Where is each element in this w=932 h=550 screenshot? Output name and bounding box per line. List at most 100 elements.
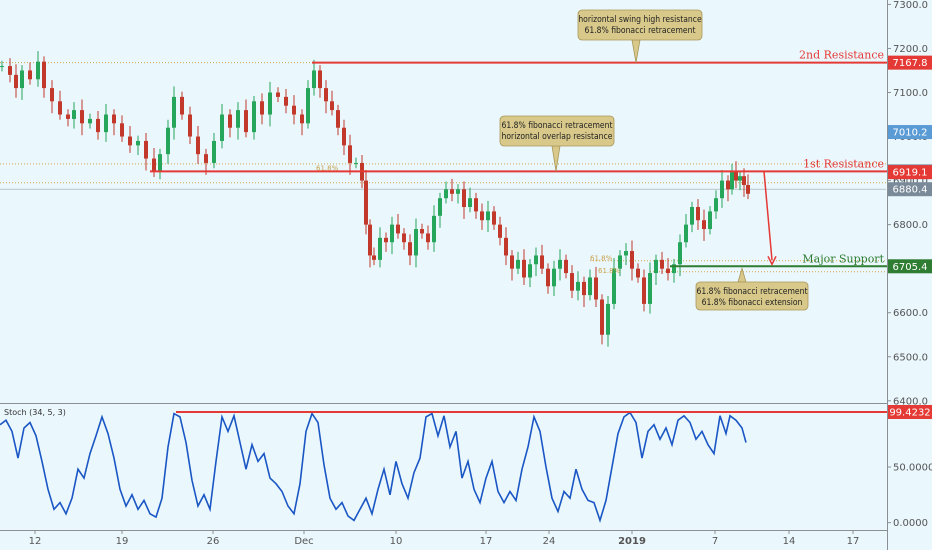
candle-body: [582, 281, 586, 296]
candle-body: [180, 96, 184, 115]
candle-body: [378, 237, 382, 260]
stochastic-badge: [888, 404, 932, 419]
annotation-text: 61.8% fibonacci retracement: [502, 121, 613, 131]
candle-body: [236, 110, 240, 128]
x-tick-label: 26: [207, 536, 220, 547]
candle-body: [268, 92, 272, 115]
annotation-text: horizontal overlap resistance: [502, 132, 613, 142]
stochastic-pane[interactable]: Stoch (34, 5, 3): [0, 408, 887, 524]
price-badge: [888, 125, 932, 140]
candle-body: [312, 70, 316, 89]
axes: 7300.07200.07100.07000.06900.06800.06700…: [29, 0, 932, 547]
price-badge: [888, 165, 932, 180]
candle-body: [684, 224, 688, 243]
fib-label: 61.8%: [598, 267, 621, 275]
candle-body: [8, 66, 12, 75]
candle-body: [696, 207, 700, 221]
candle-body: [252, 101, 256, 133]
candle-body: [284, 96, 288, 106]
level-label: 2nd Resistance: [799, 49, 884, 62]
candle-body: [204, 154, 208, 163]
candle-body: [188, 114, 192, 137]
candle-body: [212, 140, 216, 163]
candle-body: [504, 237, 508, 256]
level-label: 1st Resistance: [803, 157, 884, 170]
candle-body: [666, 268, 670, 274]
candle-body: [348, 145, 352, 163]
candle-body: [158, 154, 162, 172]
candle-body: [276, 92, 280, 97]
candle-body: [746, 184, 750, 194]
level-label: Major Support: [802, 252, 884, 265]
price-badge-label: 7010.2: [893, 128, 928, 139]
price-pane[interactable]: [0, 51, 750, 347]
price-tick-label: 7100.0: [893, 88, 928, 99]
projection-arrow-line: [763, 171, 773, 261]
candle-body: [438, 198, 442, 216]
candle-body: [372, 255, 376, 260]
levels-layer: 2nd Resistance 1st Resistance Major Suppor…: [150, 49, 887, 275]
candle-body: [432, 215, 436, 243]
candle-body: [28, 70, 32, 80]
candle-body: [342, 127, 346, 146]
candle-body: [468, 198, 472, 208]
candle-body: [600, 299, 604, 335]
fib-label: 61.8%: [590, 255, 613, 263]
candle-body: [654, 259, 658, 274]
candle-body: [444, 189, 448, 199]
x-tick-label: 12: [29, 536, 42, 547]
x-tick-label: 14: [783, 536, 796, 547]
candle-body: [368, 224, 372, 256]
candle-body: [564, 259, 568, 274]
candle-body: [172, 96, 176, 128]
candle-body: [660, 259, 664, 269]
candle-body: [534, 255, 538, 265]
candle-body: [510, 255, 514, 269]
candle-body: [738, 176, 742, 181]
price-tick-label: 6600.0: [893, 308, 928, 319]
annotation-text: 61.8% fibonacci retracement: [697, 287, 808, 297]
candle-body: [292, 105, 296, 115]
candle-body: [88, 118, 92, 124]
candle-body: [80, 110, 84, 124]
candle-body: [540, 255, 544, 269]
indicator-label: Stoch (34, 5, 3): [4, 408, 66, 417]
annotation-box: [695, 281, 809, 311]
x-tick-label: 17: [847, 536, 860, 547]
candle-body: [552, 268, 556, 287]
candle-body: [522, 259, 526, 278]
candle-body: [14, 74, 18, 89]
candle-body: [516, 259, 520, 269]
candle-body: [152, 158, 156, 172]
candle-body: [702, 220, 706, 230]
stoch-tick-label: 50.0000: [893, 463, 932, 474]
annotation-box: [577, 9, 703, 41]
candle-body: [648, 273, 652, 304]
candle-body: [450, 189, 454, 194]
candle-body: [42, 61, 46, 89]
candle-body: [606, 303, 610, 335]
candle-body: [354, 162, 358, 164]
candle-body: [196, 136, 200, 155]
candle-body: [720, 180, 724, 199]
candle-body: [144, 140, 148, 159]
price-badge: [888, 182, 932, 197]
candle-body: [408, 242, 412, 256]
price-tick-label: 6900.0: [893, 176, 928, 187]
candle-body: [630, 251, 634, 269]
price-tick-label: 6800.0: [893, 220, 928, 231]
candle-body: [128, 136, 132, 146]
candle-body: [0, 66, 4, 68]
candle-body: [588, 277, 592, 296]
candle-body: [426, 233, 430, 243]
candle-body: [244, 110, 248, 133]
candle-body: [402, 233, 406, 243]
candle-body: [742, 176, 746, 185]
candle-body: [384, 237, 388, 243]
candle-body: [486, 211, 490, 221]
price-badge-label: 7167.8: [893, 58, 928, 69]
candle-body: [420, 229, 424, 234]
candle-body: [726, 180, 730, 190]
